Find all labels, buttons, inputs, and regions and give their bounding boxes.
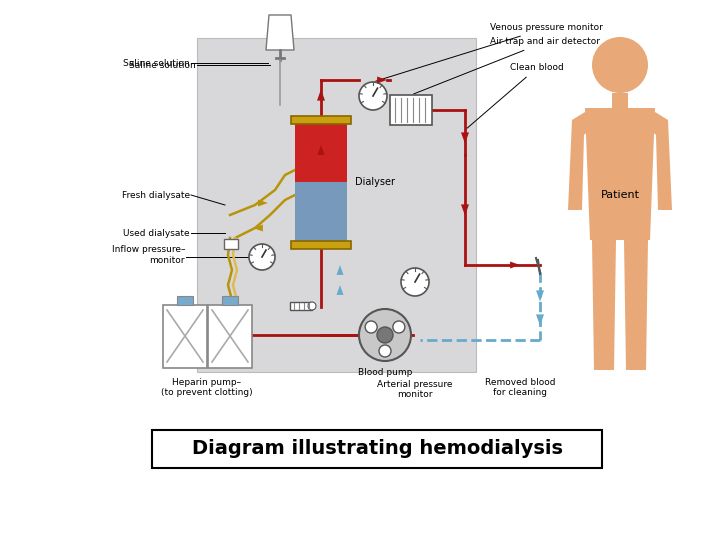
- Text: Diagram illustrating hemodialysis: Diagram illustrating hemodialysis: [192, 440, 562, 458]
- Text: Air trap and air detector: Air trap and air detector: [413, 37, 600, 94]
- Polygon shape: [568, 112, 595, 210]
- Text: Venous pressure monitor: Venous pressure monitor: [376, 24, 603, 81]
- Polygon shape: [152, 430, 602, 468]
- Polygon shape: [336, 285, 343, 295]
- Polygon shape: [291, 116, 351, 124]
- Circle shape: [249, 244, 275, 270]
- Text: Saline solution: Saline solution: [123, 58, 190, 68]
- Polygon shape: [177, 296, 193, 305]
- Text: Arterial pressure
monitor: Arterial pressure monitor: [377, 380, 453, 400]
- Polygon shape: [585, 108, 655, 240]
- Polygon shape: [222, 296, 238, 305]
- Polygon shape: [645, 112, 672, 210]
- Polygon shape: [612, 93, 628, 108]
- Polygon shape: [536, 314, 544, 326]
- Polygon shape: [377, 77, 387, 84]
- Text: Removed blood
for cleaning: Removed blood for cleaning: [485, 378, 555, 397]
- FancyBboxPatch shape: [290, 302, 312, 310]
- Polygon shape: [510, 261, 520, 268]
- Polygon shape: [163, 305, 207, 368]
- Polygon shape: [253, 225, 263, 232]
- Polygon shape: [208, 305, 252, 368]
- Polygon shape: [295, 120, 347, 182]
- Text: Used dialysate: Used dialysate: [123, 228, 190, 238]
- Polygon shape: [291, 241, 351, 249]
- Circle shape: [393, 321, 405, 333]
- Text: Blood pump: Blood pump: [358, 368, 412, 377]
- Polygon shape: [295, 182, 347, 245]
- Text: Heparin pump–
(to prevent clotting): Heparin pump– (to prevent clotting): [161, 378, 253, 397]
- Text: Dialyser: Dialyser: [355, 177, 395, 187]
- FancyBboxPatch shape: [390, 95, 432, 125]
- Text: Patient: Patient: [600, 190, 639, 200]
- Polygon shape: [461, 205, 469, 215]
- Text: Saline solution: Saline solution: [130, 60, 196, 70]
- Circle shape: [379, 345, 391, 357]
- Circle shape: [377, 327, 393, 343]
- Text: Inflow pressure–
monitor: Inflow pressure– monitor: [112, 245, 185, 265]
- Polygon shape: [592, 240, 616, 370]
- Circle shape: [592, 37, 648, 93]
- FancyBboxPatch shape: [224, 239, 238, 249]
- Polygon shape: [461, 132, 469, 144]
- Circle shape: [359, 82, 387, 110]
- Polygon shape: [317, 90, 325, 100]
- Circle shape: [365, 321, 377, 333]
- Polygon shape: [624, 240, 648, 370]
- Text: Clean blood: Clean blood: [467, 64, 564, 128]
- Circle shape: [359, 309, 411, 361]
- Circle shape: [308, 302, 316, 310]
- Polygon shape: [258, 199, 268, 206]
- Text: Fresh dialysate: Fresh dialysate: [122, 191, 190, 199]
- Polygon shape: [336, 265, 343, 275]
- Polygon shape: [197, 38, 476, 372]
- Polygon shape: [536, 291, 544, 302]
- Polygon shape: [266, 15, 294, 50]
- Polygon shape: [318, 145, 325, 155]
- Circle shape: [401, 268, 429, 296]
